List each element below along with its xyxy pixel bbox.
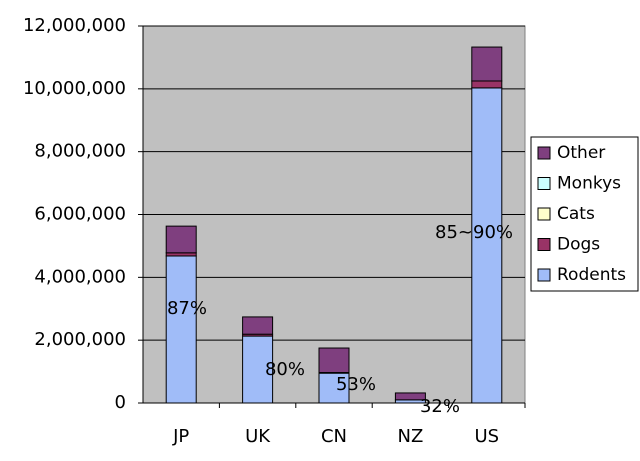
legend-label: Dogs <box>557 235 600 255</box>
y-tick-label: 4,000,000 <box>34 266 126 287</box>
y-tick-label: 8,000,000 <box>34 141 126 162</box>
bar-segment <box>165 255 197 404</box>
x-tick-label: CN <box>321 426 347 447</box>
x-tick-label: US <box>474 426 499 447</box>
y-tick-label: 12,000,000 <box>23 15 126 36</box>
x-tick-label: JP <box>172 426 189 447</box>
legend: Rodents Dogs Cats Monkys Other <box>530 136 639 292</box>
y-tick-label: 10,000,000 <box>23 78 126 99</box>
annotation: 87% <box>167 298 207 319</box>
bar-segment <box>471 80 503 89</box>
legend-swatch <box>537 207 551 221</box>
bar-segment <box>242 316 274 335</box>
y-tick-label: 2,000,000 <box>34 329 126 350</box>
x-tick-label: UK <box>245 426 271 447</box>
legend-label: Cats <box>557 204 595 224</box>
bar-segment <box>471 87 503 404</box>
legend-swatch <box>537 268 551 282</box>
bar-segment <box>471 46 503 82</box>
legend-swatch <box>537 146 551 160</box>
y-tick-label: 6,000,000 <box>34 204 126 225</box>
x-tick-label: NZ <box>398 426 424 447</box>
legend-label: Monkys <box>557 174 621 194</box>
legend-label: Rodents <box>557 265 626 285</box>
legend-swatch <box>537 238 551 251</box>
bar-segment <box>242 335 274 404</box>
legend-label: Other <box>557 143 605 163</box>
annotation: 32% <box>420 396 460 417</box>
annotation: 53% <box>336 374 376 395</box>
y-tick-label: 0 <box>115 392 126 413</box>
bar-segment <box>394 392 426 401</box>
legend-swatch <box>537 177 551 190</box>
annotation: 85~90% <box>435 222 513 243</box>
bar-segment <box>165 225 197 254</box>
bar-segment <box>318 347 350 374</box>
annotation: 80% <box>265 359 305 380</box>
bar-segment <box>318 372 350 404</box>
